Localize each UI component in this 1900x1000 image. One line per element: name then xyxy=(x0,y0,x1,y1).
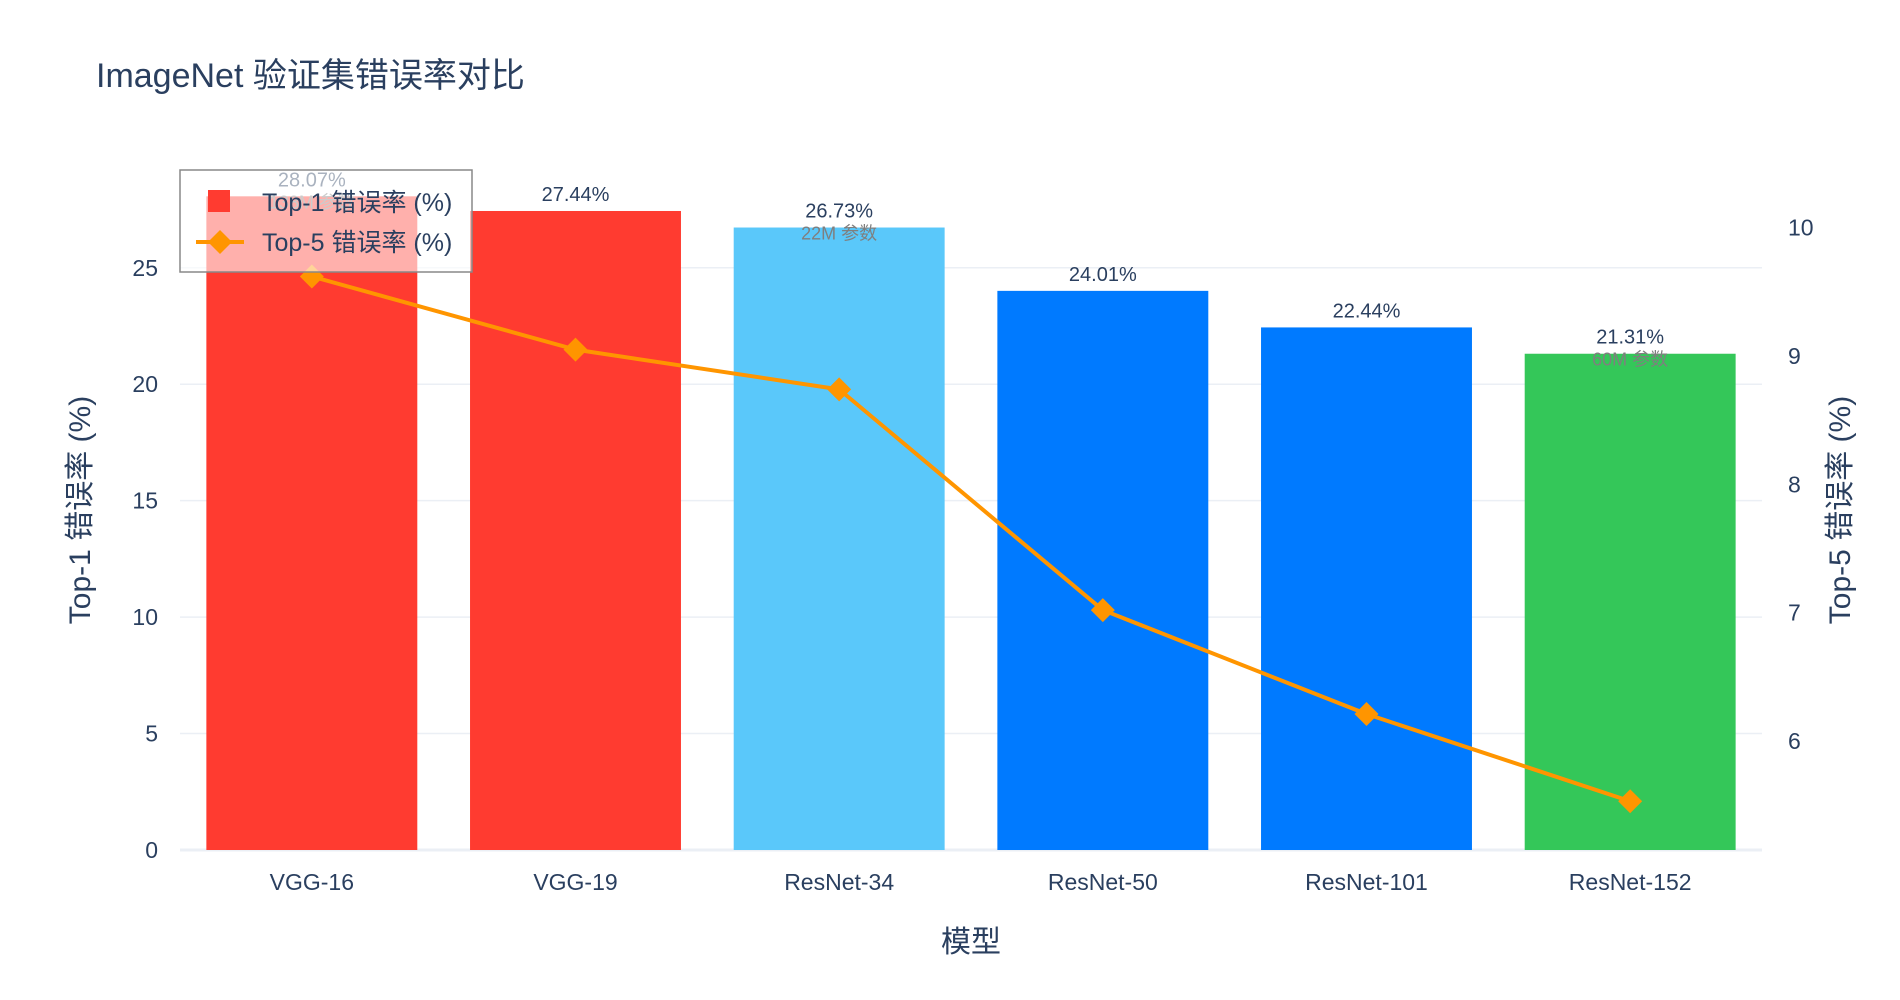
x-tick-label: ResNet-101 xyxy=(1305,869,1428,895)
bar-value-label: 22.44% xyxy=(1333,300,1401,322)
bar-resnet-152[interactable] xyxy=(1524,353,1736,850)
bar-value-label: 26.73% xyxy=(805,201,873,223)
bar-resnet-50[interactable] xyxy=(997,290,1209,850)
y-tick-label: 0 xyxy=(145,837,158,863)
y2-tick-label: 7 xyxy=(1788,600,1801,626)
legend-label-top1[interactable]: Top-1 错误率 (%) xyxy=(262,189,452,217)
y-tick-label: 25 xyxy=(132,255,158,281)
axes: 模型 Top-1 错误率 (%) Top-5 错误率 (%) 0 5 10 15 20 2… xyxy=(64,215,1857,959)
bar-value-label: 21.31% xyxy=(1596,327,1664,349)
y-axis-title: Top-1 错误率 (%) xyxy=(64,396,97,624)
bar-value-label: 27.44% xyxy=(542,184,610,206)
bar-vgg-16[interactable] xyxy=(206,196,418,850)
x-axis-title: 模型 xyxy=(941,926,1001,959)
y-tick-label: 10 xyxy=(132,604,158,630)
param-annotation: 22M 参数 xyxy=(801,224,877,244)
bar-series xyxy=(206,196,1736,850)
legend-swatch-top5-marker xyxy=(208,230,232,254)
bar-vgg-19[interactable] xyxy=(470,210,681,850)
y2-axis-title: Top-5 错误率 (%) xyxy=(1824,396,1857,624)
x-tick-label: ResNet-34 xyxy=(784,869,894,895)
x-tick-label: ResNet-50 xyxy=(1048,869,1158,895)
chart-title: ImageNet 验证集错误率对比 xyxy=(96,57,525,95)
y2-tick-label: 6 xyxy=(1788,728,1801,754)
top5-marker[interactable] xyxy=(827,377,852,402)
param-annotation: 60M 参数 xyxy=(1592,350,1668,370)
legend-box xyxy=(179,169,473,273)
bar-resnet-34[interactable] xyxy=(733,227,945,850)
top5-marker[interactable] xyxy=(1354,702,1379,726)
top5-marker[interactable] xyxy=(1618,789,1643,814)
x-tick-label: ResNet-152 xyxy=(1569,869,1692,895)
y-tick-label: 15 xyxy=(132,488,158,514)
bar-value-label: 24.01% xyxy=(1069,264,1137,286)
top5-line xyxy=(311,274,1631,804)
top5-marker[interactable] xyxy=(563,337,588,362)
legend[interactable]: Top-1 错误率 (%) Top-5 错误率 (%) xyxy=(179,169,473,273)
y-tick-label: 20 xyxy=(132,371,158,397)
y2-tick-label: 8 xyxy=(1788,471,1801,497)
bar-resnet-101[interactable] xyxy=(1261,327,1472,850)
y-tick-label: 5 xyxy=(145,721,158,747)
y2-tick-label: 9 xyxy=(1788,343,1801,369)
y2-tick-label: 10 xyxy=(1788,215,1814,241)
legend-swatch-top1 xyxy=(208,190,230,212)
x-tick-label: VGG-16 xyxy=(270,869,354,895)
x-tick-label: VGG-19 xyxy=(533,869,617,895)
legend-label-top5[interactable]: Top-5 错误率 (%) xyxy=(262,229,452,257)
top5-marker[interactable] xyxy=(1090,598,1115,623)
